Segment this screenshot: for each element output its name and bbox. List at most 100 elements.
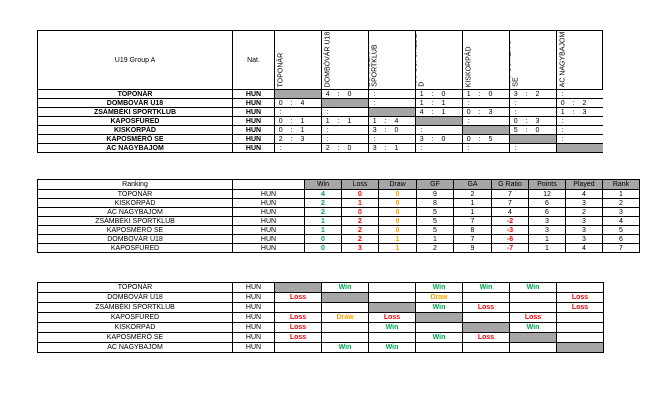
ranking-ga: 9 <box>453 243 492 253</box>
score-away <box>437 143 450 153</box>
score-away <box>578 116 591 126</box>
score-separator: : <box>474 107 485 117</box>
group-matrix-table: U19 Group A Nat. TOPONÁR DOMBÓVÁR U18 ZSÁMBÉ… <box>37 30 603 153</box>
score-away <box>390 98 403 108</box>
ranking-win: 2 <box>304 207 342 217</box>
result-cell <box>321 322 369 333</box>
score-home: 3 <box>368 125 381 135</box>
ranking-played: 4 <box>565 189 603 199</box>
score-away: 1 <box>437 107 450 117</box>
self-match-cell <box>462 125 510 135</box>
self-match-cell <box>321 98 369 108</box>
score-away: 0 <box>343 143 356 153</box>
result-cell <box>509 332 557 343</box>
score-home: : <box>462 116 475 126</box>
result-cell <box>321 302 369 313</box>
result-cell: Draw <box>321 312 369 323</box>
score-home: 1 <box>415 98 428 108</box>
score-pad <box>402 134 416 144</box>
score-pad <box>496 134 510 144</box>
score-separator: : <box>474 89 485 99</box>
score-home: : <box>368 134 381 144</box>
ranking-rank: 7 <box>602 243 640 253</box>
ranking-played: 3 <box>565 198 603 208</box>
results-team-name: AC NAGYBAJOM <box>37 342 233 353</box>
ranking-played: 2 <box>565 207 603 217</box>
ranking-gf: 1 <box>416 234 454 244</box>
score-pad <box>402 116 416 126</box>
ranking-team: KAPOSFÜRED <box>37 243 233 253</box>
score-home: 5 <box>509 125 522 135</box>
score-home: 0 <box>509 116 522 126</box>
score-pad <box>402 143 416 153</box>
score-home: : <box>462 98 475 108</box>
self-match-cell <box>556 143 603 153</box>
ranking-points: 1 <box>528 243 566 253</box>
ranking-row: KAPOSMÉRŐ SE HUN 1 2 0 5 8 -3 3 3 5 <box>37 225 640 235</box>
score-separator <box>568 89 579 99</box>
score-home: 3 <box>415 134 428 144</box>
score-away <box>390 89 403 99</box>
score-pad <box>308 107 322 117</box>
score-home: : <box>368 89 381 99</box>
result-cell: Loss <box>274 322 322 333</box>
result-cell <box>556 282 604 293</box>
group-team-name: KISKORPÁD <box>37 125 233 135</box>
self-match-cell <box>274 89 322 99</box>
ranking-gf: 8 <box>416 198 454 208</box>
score-away <box>578 125 591 135</box>
ranking-ga: 7 <box>453 234 492 244</box>
score-away: 3 <box>531 116 544 126</box>
score-pad <box>355 143 369 153</box>
score-pad <box>449 125 463 135</box>
score-pad <box>355 134 369 144</box>
score-separator <box>380 89 391 99</box>
score-home: 0 <box>274 125 287 135</box>
group-column-header: KAPOSFÜREDE D <box>415 30 463 90</box>
ranking-ga: 2 <box>453 189 492 199</box>
score-separator <box>474 98 485 108</box>
results-row: KAPOSMÉRŐ SE HUN Loss Win Loss <box>37 332 604 343</box>
score-pad <box>543 125 557 135</box>
score-pad <box>402 98 416 108</box>
score-separator <box>568 125 579 135</box>
group-team-nat: HUN <box>232 143 275 153</box>
ranking-points: 6 <box>528 207 566 217</box>
score-pad <box>590 89 603 99</box>
score-home: : <box>509 98 522 108</box>
result-cell: Loss <box>368 312 416 323</box>
group-team-nat: HUN <box>232 116 275 126</box>
score-separator <box>380 134 391 144</box>
score-pad <box>590 116 603 126</box>
result-cell <box>321 332 369 343</box>
ranking-header-cell: Played <box>565 179 603 190</box>
score-separator <box>521 98 532 108</box>
results-team-name: TOPONÁR <box>37 282 233 293</box>
group-column-header: AC NAGYBAJOM <box>556 30 603 90</box>
score-home: : <box>509 107 522 117</box>
score-separator <box>474 143 485 153</box>
self-match-cell <box>415 116 463 126</box>
score-pad <box>449 134 463 144</box>
score-home: : <box>274 143 287 153</box>
score-separator: : <box>333 143 344 153</box>
results-matrix-table: TOPONÁR HUN Win Win Win Win DOMBÓVÁR U18 HUN Los… <box>37 282 604 353</box>
group-header-row: U19 Group A Nat. TOPONÁR DOMBÓVÁR U18 ZSÁMBÉ… <box>37 30 603 90</box>
score-separator <box>568 134 579 144</box>
results-row: KISKORPÁD HUN Loss Win Win <box>37 322 604 333</box>
ranking-played: 3 <box>565 225 603 235</box>
ranking-row: DOMBÓVÁR U18 HUN 0 2 1 1 7 -6 1 3 6 <box>37 234 640 244</box>
ranking-rank: 2 <box>602 198 640 208</box>
score-home: : <box>556 125 569 135</box>
ranking-ratio: 4 <box>491 207 529 217</box>
ranking-ratio: -3 <box>491 225 529 235</box>
ranking-header-cell: GA <box>453 179 492 190</box>
group-team-name: DOMBÓVÁR U18 <box>37 98 233 108</box>
ranking-team: AC NAGYBAJOM <box>37 207 233 217</box>
ranking-row: KISKORPÁD HUN 2 1 0 8 1 7 6 3 2 <box>37 198 640 208</box>
ranking-row: AC NAGYBAJOM HUN 2 0 0 5 1 4 6 2 3 <box>37 207 640 217</box>
score-separator: : <box>427 89 438 99</box>
result-cell: Win <box>509 282 557 293</box>
result-cell <box>509 292 557 303</box>
